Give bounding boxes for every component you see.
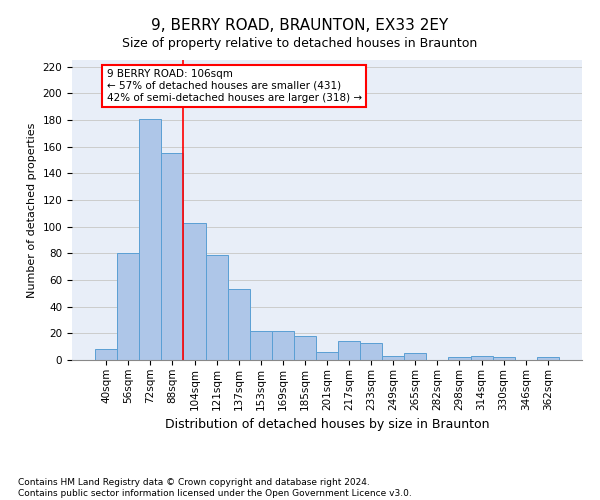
Text: Contains HM Land Registry data © Crown copyright and database right 2024.
Contai: Contains HM Land Registry data © Crown c… <box>18 478 412 498</box>
Bar <box>493 358 515 360</box>
X-axis label: Distribution of detached houses by size in Braunton: Distribution of detached houses by size … <box>165 418 489 431</box>
Bar <box>316 352 338 360</box>
Bar <box>404 354 427 360</box>
Text: 9, BERRY ROAD, BRAUNTON, EX33 2EY: 9, BERRY ROAD, BRAUNTON, EX33 2EY <box>151 18 449 32</box>
Y-axis label: Number of detached properties: Number of detached properties <box>27 122 37 298</box>
Bar <box>117 254 139 360</box>
Bar <box>206 254 227 360</box>
Bar <box>360 342 382 360</box>
Bar <box>272 330 294 360</box>
Bar <box>294 336 316 360</box>
Bar <box>227 290 250 360</box>
Bar <box>139 118 161 360</box>
Bar <box>338 342 360 360</box>
Bar <box>448 358 470 360</box>
Text: Size of property relative to detached houses in Braunton: Size of property relative to detached ho… <box>122 38 478 51</box>
Bar <box>184 222 206 360</box>
Bar <box>95 350 117 360</box>
Text: 9 BERRY ROAD: 106sqm
← 57% of detached houses are smaller (431)
42% of semi-deta: 9 BERRY ROAD: 106sqm ← 57% of detached h… <box>107 70 362 102</box>
Bar <box>537 358 559 360</box>
Bar <box>250 330 272 360</box>
Bar <box>470 356 493 360</box>
Bar <box>382 356 404 360</box>
Bar <box>161 154 184 360</box>
